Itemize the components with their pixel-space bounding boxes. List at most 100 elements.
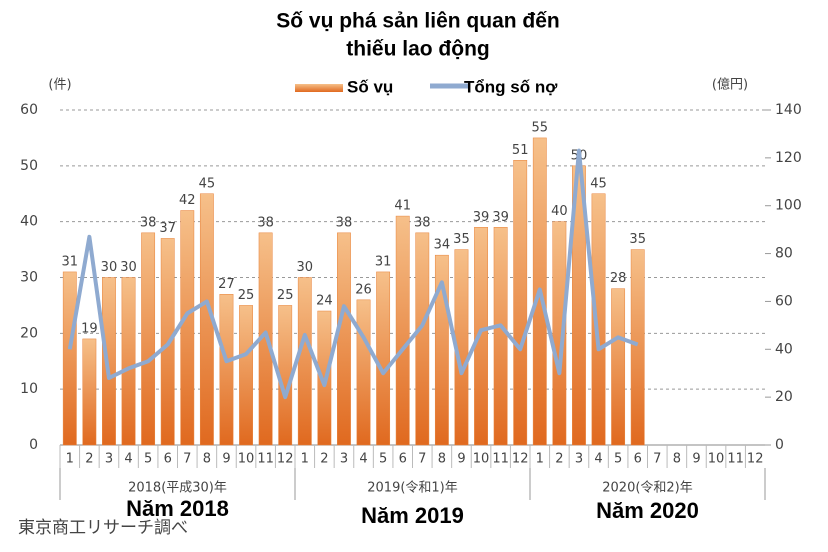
bar <box>297 277 312 446</box>
group-label: 2019(令和1)年 <box>367 481 458 496</box>
x-tick-label: 9 <box>692 452 700 467</box>
x-tick-label: 5 <box>614 452 622 467</box>
y2-tick-label: 20 <box>775 389 793 405</box>
y2-tick-label: 60 <box>775 293 793 309</box>
x-tick-label: 9 <box>457 452 465 467</box>
y2-tick-label: 100 <box>775 198 802 214</box>
data-label: 45 <box>199 176 216 191</box>
x-tick-label: 11 <box>257 452 274 467</box>
y-tick-label: 60 <box>20 102 38 118</box>
x-tick-label: 8 <box>438 452 446 467</box>
y2-axis-label: (億円) <box>712 77 748 93</box>
chart-title: thiếu lao động <box>346 38 489 61</box>
data-label: 30 <box>297 260 314 275</box>
data-label: 40 <box>551 204 568 219</box>
group-caption: Năm 2018 <box>126 496 229 521</box>
chart-title: Số vụ phá sản liên quan đến <box>276 10 560 33</box>
bar <box>82 338 97 446</box>
bar <box>62 271 77 446</box>
x-tick-label: 1 <box>536 452 544 467</box>
bar <box>102 277 116 446</box>
bar <box>121 277 136 446</box>
group-caption: Năm 2019 <box>361 503 464 528</box>
data-label: 34 <box>434 238 451 253</box>
x-tick-label: 7 <box>653 452 661 467</box>
x-tick-label: 1 <box>66 452 74 467</box>
data-label: 19 <box>81 321 98 336</box>
line <box>67 148 639 400</box>
x-tick-label: 10 <box>238 452 255 467</box>
bar <box>180 210 195 446</box>
bar <box>513 160 528 446</box>
x-tick-label: 3 <box>105 452 113 467</box>
x-tick-label: 6 <box>634 452 642 467</box>
x-tick-label: 3 <box>340 452 348 467</box>
data-label: 37 <box>159 221 176 236</box>
bar <box>141 232 156 446</box>
x-tick-label: 11 <box>727 452 744 467</box>
x-tick-label: 10 <box>708 452 725 467</box>
data-label: 41 <box>394 199 411 214</box>
data-label: 31 <box>62 254 79 269</box>
bar <box>474 227 488 446</box>
y-tick-label: 50 <box>20 158 38 174</box>
x-tick-label: 3 <box>575 452 583 467</box>
data-label: 39 <box>492 210 509 225</box>
legend-label: Số vụ <box>347 77 393 96</box>
x-tick-label: 4 <box>124 452 132 467</box>
legend-swatch <box>295 84 343 92</box>
data-label: 25 <box>277 288 294 303</box>
data-label: 24 <box>316 294 333 309</box>
x-tick-label: 12 <box>277 452 294 467</box>
x-tick-label: 4 <box>594 452 602 467</box>
x-tick-label: 12 <box>747 452 764 467</box>
data-label: 51 <box>512 143 529 158</box>
data-label: 25 <box>238 288 255 303</box>
data-label: 42 <box>179 193 196 208</box>
data-label: 55 <box>532 120 549 135</box>
bar <box>630 249 645 446</box>
group-label: 2020(令和2)年 <box>602 481 693 496</box>
x-tick-label: 2 <box>320 452 328 467</box>
bar <box>395 215 410 446</box>
y-tick-label: 20 <box>20 325 38 341</box>
x-tick-label: 7 <box>183 452 191 467</box>
y-tick-label: 0 <box>29 437 38 453</box>
data-label: 30 <box>101 260 118 275</box>
data-label: 38 <box>257 215 274 230</box>
data-label: 39 <box>473 210 490 225</box>
bar <box>415 232 430 446</box>
group-caption: Năm 2020 <box>596 498 699 523</box>
group-label: 2018(平成30)年 <box>128 481 227 496</box>
x-tick-label: 9 <box>222 452 230 467</box>
y2-tick-label: 0 <box>775 437 784 453</box>
bar <box>591 193 606 446</box>
data-label: 38 <box>414 215 431 230</box>
x-tick-label: 8 <box>203 452 211 467</box>
data-label: 27 <box>218 277 235 292</box>
bar <box>356 299 371 446</box>
x-tick-label: 10 <box>473 452 490 467</box>
data-label: 38 <box>140 215 157 230</box>
y-tick-label: 30 <box>20 270 38 286</box>
data-label: 45 <box>590 176 607 191</box>
bar <box>219 294 234 446</box>
x-tick-label: 7 <box>418 452 426 467</box>
bar <box>493 227 508 446</box>
bar <box>376 271 391 446</box>
data-label: 35 <box>453 232 470 247</box>
x-tick-label: 2 <box>85 452 93 467</box>
data-label: 28 <box>610 271 627 286</box>
x-tick-label: 5 <box>144 452 152 467</box>
x-tick-label: 1 <box>301 452 309 467</box>
x-tick-label: 6 <box>164 452 172 467</box>
bar <box>552 221 567 446</box>
data-label: 38 <box>336 215 353 230</box>
x-tick-label: 5 <box>379 452 387 467</box>
y2-tick-label: 40 <box>775 341 793 357</box>
x-tick-label: 4 <box>359 452 367 467</box>
bar <box>239 305 253 446</box>
x-tick-label: 8 <box>673 452 681 467</box>
x-tick-label: 2 <box>555 452 563 467</box>
